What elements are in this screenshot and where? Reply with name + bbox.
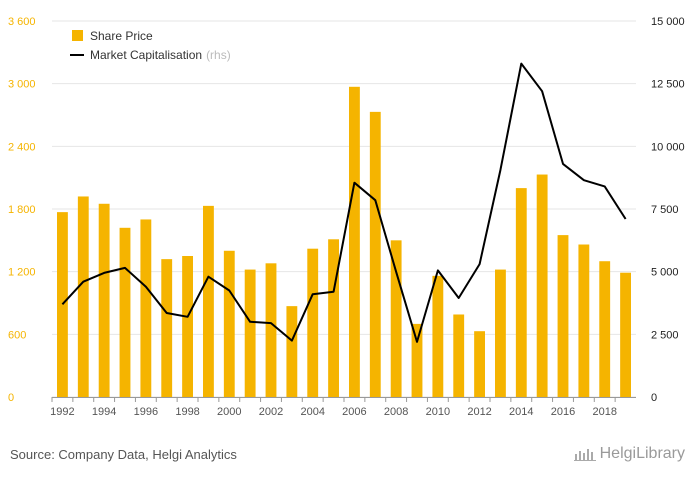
- y-right-tick-label: 5 000: [651, 267, 679, 279]
- bar-share-price-1996: [140, 219, 152, 397]
- source-note: Source: Company Data, Helgi Analytics: [10, 447, 237, 462]
- x-tick-label: 2004: [300, 406, 324, 418]
- y-right-tick-label: 7 500: [651, 204, 679, 216]
- left-axis-ticks: 0 600 1 200 1 800 2 400 3 000 3 600: [8, 16, 36, 404]
- y-right-tick-label: 0: [651, 392, 657, 404]
- bar-share-price-2019: [620, 272, 631, 397]
- bar-share-price-1994: [98, 203, 110, 397]
- bar-share-price-2004: [307, 248, 319, 397]
- x-tick-label: 1994: [92, 406, 116, 418]
- bar-share-price-2005: [328, 239, 339, 397]
- bar-share-price-2018: [599, 261, 611, 397]
- bar-share-price-2016: [557, 235, 569, 397]
- bar-share-price-2008: [390, 240, 402, 397]
- gridlines: [52, 20, 636, 398]
- y-left-tick-label: 3 600: [8, 16, 36, 28]
- bar-share-price-2011: [453, 314, 465, 397]
- x-tick-label: 2018: [592, 406, 616, 418]
- bar-share-price-2002: [265, 263, 277, 397]
- brand-logo: HelgiLibrary: [573, 445, 685, 463]
- legend-label-market-cap: Market Capitalisation (rhs): [90, 48, 231, 62]
- bar-share-price-2006: [349, 86, 360, 398]
- bar-share-price-2000: [223, 250, 235, 397]
- bar-share-price-2009: [411, 323, 423, 397]
- y-left-tick-label: 1 800: [8, 204, 36, 216]
- x-tick-label: 2012: [467, 406, 491, 418]
- share-price-bars: [57, 86, 631, 398]
- x-tick-label: 1992: [50, 406, 74, 418]
- bar-share-price-1997: [161, 259, 173, 397]
- right-axis-ticks: 0 2 500 5 000 7 500 10 000 12 500 15 000: [651, 16, 685, 404]
- bar-share-price-1998: [182, 256, 193, 397]
- bar-share-price-1992: [57, 212, 68, 397]
- x-tick-label: 2008: [384, 406, 408, 418]
- y-left-tick-label: 1 200: [8, 267, 36, 279]
- y-right-tick-label: 12 500: [651, 79, 685, 91]
- bar-share-price-2010: [432, 275, 444, 397]
- bar-share-price-2012: [474, 331, 485, 397]
- bar-share-price-2015: [536, 174, 548, 397]
- y-right-tick-label: 2 500: [651, 329, 679, 341]
- y-left-tick-label: 3 000: [8, 79, 36, 91]
- bar-share-price-1993: [77, 196, 89, 397]
- legend-swatch-share-price: [72, 30, 83, 41]
- brand-name: HelgiLibrary: [599, 445, 685, 462]
- y-left-tick-label: 0: [8, 392, 14, 404]
- y-right-tick-label: 15 000: [651, 16, 685, 28]
- chart: 0 600 1 200 1 800 2 400 3 000 3 600 0 2 500 5 00…: [8, 16, 685, 418]
- x-tick-label: 2016: [551, 406, 575, 418]
- bar-share-price-1999: [203, 205, 214, 397]
- x-tick-label: 2000: [217, 406, 241, 418]
- x-axis: 1992 1994 1996 1998 2000 2002 2004 2006 2008 2010…: [50, 397, 636, 418]
- x-tick-label: 2014: [509, 406, 533, 418]
- bar-share-price-2001: [244, 269, 256, 397]
- bar-share-price-2007: [369, 111, 381, 397]
- bar-share-price-2014: [515, 188, 527, 397]
- bar-share-price-1995: [119, 227, 131, 397]
- y-left-tick-label: 600: [8, 329, 26, 341]
- legend: Share Price Market Capitalisation (rhs): [70, 29, 231, 62]
- x-tick-label: 2002: [259, 406, 283, 418]
- x-tick-label: 1998: [175, 406, 199, 418]
- helgi-logo-icon: [573, 449, 596, 461]
- bar-share-price-2013: [495, 269, 506, 397]
- y-left-tick-label: 2 400: [8, 141, 36, 153]
- x-tick-label: 2006: [342, 406, 366, 418]
- legend-label-share-price: Share Price: [90, 29, 153, 43]
- bar-share-price-2003: [286, 306, 298, 397]
- market-cap-line: [61, 62, 627, 343]
- x-tick-label: 2010: [426, 406, 450, 418]
- x-tick-label: 1996: [134, 406, 158, 418]
- y-right-tick-label: 10 000: [651, 141, 685, 153]
- bar-share-price-2017: [578, 244, 590, 397]
